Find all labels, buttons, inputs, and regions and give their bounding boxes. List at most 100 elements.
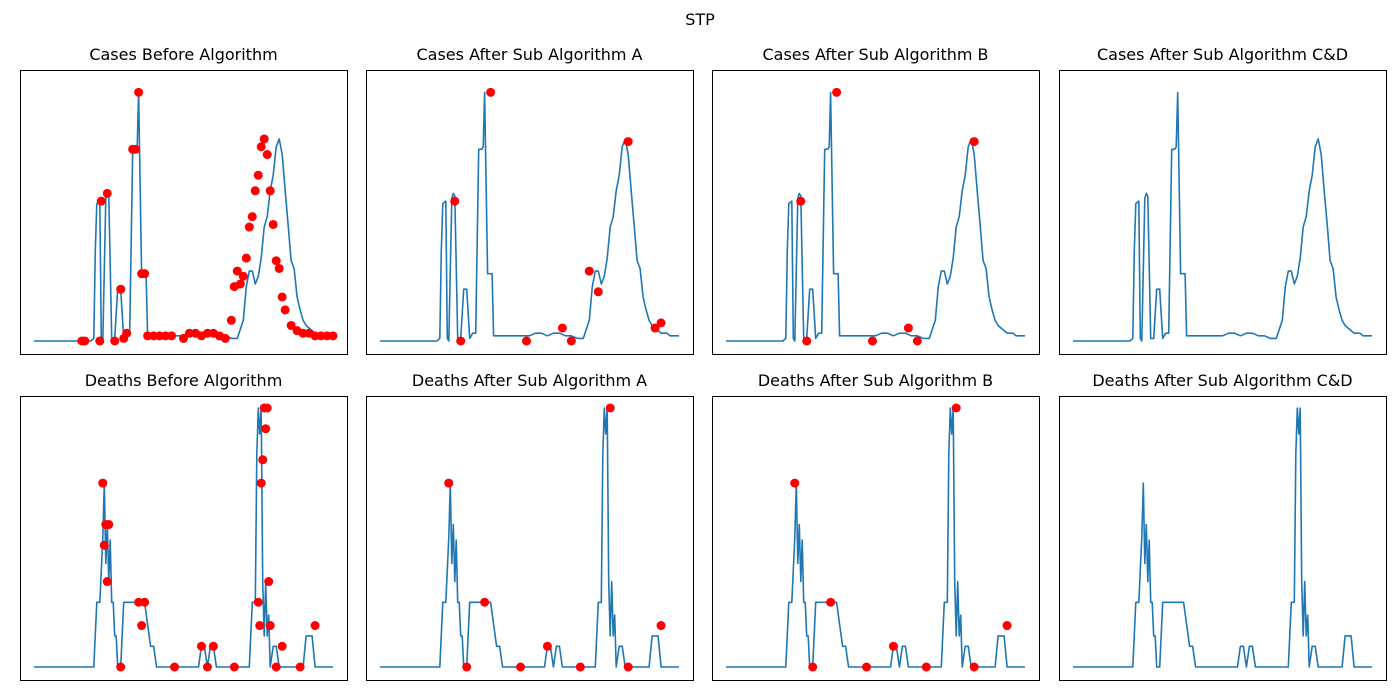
peak-marker <box>575 662 585 672</box>
peak-marker <box>486 87 496 97</box>
peak-marker <box>235 279 245 289</box>
panel-title: Deaths After Sub Algorithm A <box>411 371 648 390</box>
panel-title: Deaths After Sub Algorithm B <box>757 371 994 390</box>
peak-marker <box>656 621 666 631</box>
peak-marker <box>258 455 268 465</box>
peak-marker <box>796 196 806 206</box>
peak-marker <box>444 478 454 488</box>
peak-marker <box>80 336 90 346</box>
peak-marker <box>310 621 320 631</box>
peak-marker <box>274 263 284 273</box>
subplot-0 <box>20 70 348 355</box>
peak-marker <box>862 662 872 672</box>
peak-marker <box>137 621 147 631</box>
peak-marker <box>557 323 567 333</box>
peak-marker <box>826 597 836 607</box>
series-line <box>726 91 1025 342</box>
subplot-7 <box>1059 396 1387 681</box>
peak-marker <box>99 540 109 550</box>
peak-marker <box>255 621 265 631</box>
peak-marker <box>516 662 526 672</box>
peak-marker <box>462 662 472 672</box>
peak-marker <box>265 186 275 196</box>
peak-marker <box>262 150 272 160</box>
peak-marker <box>280 305 290 315</box>
peak-marker <box>259 134 269 144</box>
axes-frame <box>1059 70 1387 355</box>
peak-marker <box>903 323 913 333</box>
panel-title: Cases After Sub Algorithm A <box>416 45 643 64</box>
peak-marker <box>247 212 257 222</box>
peak-marker <box>261 424 271 434</box>
peak-marker <box>170 662 180 672</box>
peak-marker <box>802 336 812 346</box>
peak-marker <box>584 266 594 276</box>
peak-marker <box>264 577 274 587</box>
peak-marker <box>104 520 114 530</box>
peak-marker <box>271 256 281 266</box>
peak-marker <box>480 597 490 607</box>
peak-marker <box>623 137 633 147</box>
axes-frame <box>1059 396 1387 681</box>
peak-marker <box>969 137 979 147</box>
subplot-4 <box>20 396 348 681</box>
peak-marker <box>566 336 576 346</box>
peak-marker <box>951 403 961 413</box>
peak-marker <box>456 336 466 346</box>
peak-marker <box>253 170 263 180</box>
peak-marker <box>102 188 112 198</box>
peak-marker <box>116 662 126 672</box>
series-line <box>1073 407 1372 668</box>
peak-marker <box>888 641 898 651</box>
peak-marker <box>868 336 878 346</box>
peak-marker <box>202 662 212 672</box>
axes-frame <box>712 396 1040 681</box>
panel-title: Cases After Sub Algorithm C&D <box>1096 45 1349 64</box>
peak-marker <box>268 219 278 229</box>
peak-marker <box>122 328 132 338</box>
peak-marker <box>238 271 248 281</box>
subplot-3 <box>1059 70 1387 355</box>
peak-marker <box>295 662 305 672</box>
peak-marker <box>167 331 177 341</box>
peak-marker <box>134 87 144 97</box>
axes-frame <box>366 396 694 681</box>
peak-marker <box>250 186 260 196</box>
peak-marker <box>623 662 633 672</box>
axes-frame <box>712 70 1040 355</box>
peak-marker <box>116 284 126 294</box>
axes-frame <box>366 70 694 355</box>
subplot-5 <box>366 396 694 681</box>
peak-marker <box>256 478 266 488</box>
figure-suptitle: STP <box>685 10 715 29</box>
peak-marker <box>277 292 287 302</box>
peak-marker <box>522 336 532 346</box>
series-line <box>380 91 679 342</box>
peak-marker <box>656 318 666 328</box>
peak-marker <box>593 287 603 297</box>
peak-marker <box>450 196 460 206</box>
subplot-6 <box>712 396 1040 681</box>
peak-marker <box>140 597 150 607</box>
peak-marker <box>131 144 141 154</box>
peak-marker <box>271 662 281 672</box>
panel-title: Cases Before Algorithm <box>89 45 278 64</box>
series-line <box>380 407 679 668</box>
peak-marker <box>832 87 842 97</box>
peak-marker <box>277 641 287 651</box>
peak-marker <box>244 222 254 232</box>
subplot-1 <box>366 70 694 355</box>
peak-marker <box>102 577 112 587</box>
panel-title: Cases After Sub Algorithm B <box>762 45 989 64</box>
panel-title: Deaths Before Algorithm <box>84 371 283 390</box>
peak-marker <box>265 621 275 631</box>
peak-marker <box>328 331 338 341</box>
peak-marker <box>208 641 218 651</box>
peak-marker <box>110 336 120 346</box>
peak-marker <box>96 196 106 206</box>
peak-marker <box>256 142 266 152</box>
axes-frame <box>20 70 348 355</box>
peak-marker <box>220 333 230 343</box>
